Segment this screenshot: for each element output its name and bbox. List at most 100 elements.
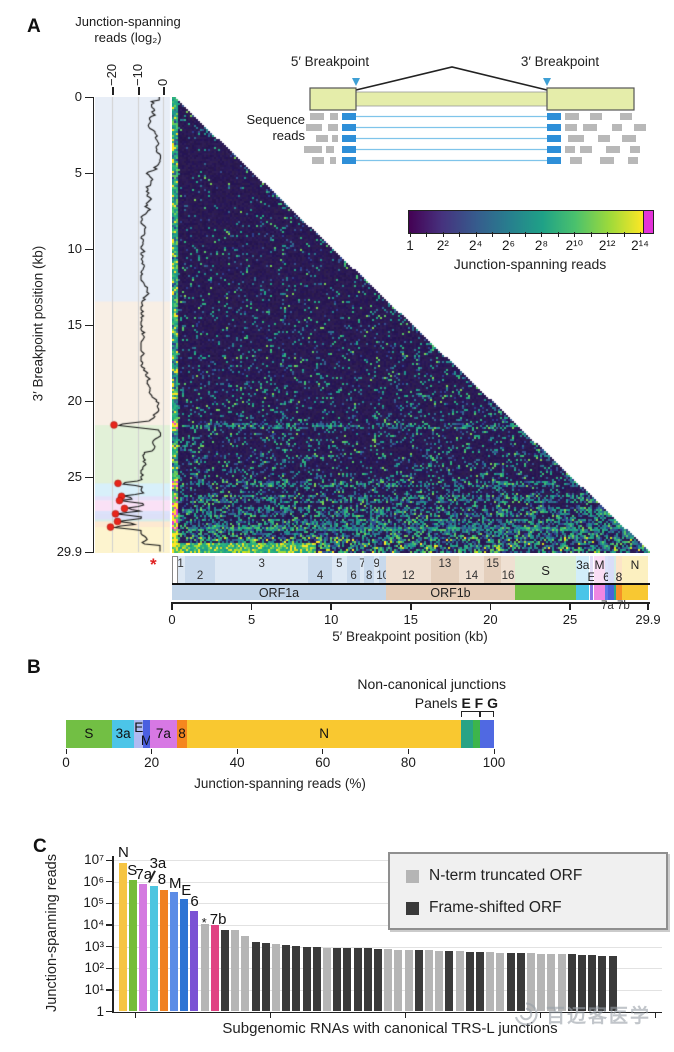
legend-label-frameshift: Frame-shifted ORF bbox=[429, 899, 562, 916]
c-bar-label-*: * bbox=[201, 914, 207, 930]
a-y-tick-label: 10 bbox=[67, 241, 82, 257]
junction-chevron-line bbox=[355, 66, 548, 91]
a-x-tick bbox=[171, 602, 173, 610]
b-segment-M bbox=[143, 720, 150, 748]
a-x-tick-label: 25 bbox=[562, 612, 578, 627]
c-bar bbox=[527, 953, 535, 1012]
watermark-text: 百迈客医学 bbox=[546, 1005, 652, 1027]
b-x-axis-title: Junction-spanning reads (%) bbox=[194, 776, 366, 791]
b-segment-noncanonical bbox=[461, 720, 474, 748]
c-bar bbox=[414, 950, 423, 1012]
a-x-tick bbox=[330, 602, 332, 610]
c-bar bbox=[221, 929, 229, 1012]
gene-label: 6 bbox=[603, 570, 610, 584]
c-bar bbox=[384, 949, 393, 1012]
trace-tick-label: −10 bbox=[130, 63, 145, 86]
nsp-box bbox=[360, 556, 365, 583]
b-annotation-line1: Non-canonical junctions bbox=[357, 676, 506, 692]
c-bar bbox=[292, 946, 301, 1012]
c-y-tick-label: 10⁵ bbox=[83, 895, 104, 911]
c-legend: N-term truncated ORF Frame-shifted ORF bbox=[388, 852, 668, 930]
c-bar-label-M: M bbox=[169, 874, 182, 892]
legend-swatch-frameshift bbox=[406, 901, 419, 915]
b-segment-label: M bbox=[140, 733, 153, 748]
a-y-tick-label: 20 bbox=[67, 393, 82, 409]
a-x-tick bbox=[489, 602, 492, 610]
legend-swatch-truncated bbox=[406, 869, 419, 883]
c-bar bbox=[445, 951, 454, 1012]
trace-tick bbox=[138, 87, 140, 95]
c-bar bbox=[312, 947, 321, 1012]
c-bar bbox=[608, 956, 617, 1012]
nsp-box bbox=[385, 556, 431, 583]
nsp-box bbox=[484, 556, 501, 583]
c-y-axis-title: Junction-spanning reads bbox=[44, 854, 60, 1012]
b-x-tick bbox=[493, 749, 495, 754]
nsp-box bbox=[364, 556, 375, 583]
panel-a-letter: A bbox=[27, 16, 41, 37]
panel-c-letter: C bbox=[33, 836, 47, 857]
nsp-label: 6 bbox=[350, 570, 357, 582]
leader-asterisk: * bbox=[150, 555, 157, 574]
nsp-label: 7 bbox=[359, 558, 366, 570]
nsp-box bbox=[500, 556, 516, 583]
nsp-box bbox=[379, 556, 386, 583]
gene-light-box bbox=[515, 556, 577, 583]
gene-bar bbox=[589, 585, 594, 600]
nsp-box bbox=[459, 556, 485, 583]
nsp-label: 10 bbox=[376, 570, 389, 582]
c-y-tick bbox=[106, 967, 113, 969]
c-bar bbox=[537, 953, 546, 1012]
b-segment-label: S bbox=[84, 726, 94, 741]
c-bar-N bbox=[119, 863, 127, 1012]
c-bar bbox=[404, 949, 413, 1012]
nsp-box bbox=[184, 556, 216, 583]
b-segment-label: 8 bbox=[178, 726, 186, 741]
c-y-tick bbox=[106, 924, 113, 926]
a-x-tick bbox=[250, 602, 253, 610]
c-bar-label-7a: 7a bbox=[135, 865, 153, 883]
c-x-tick bbox=[135, 1013, 137, 1018]
c-bar bbox=[363, 948, 372, 1012]
c-y-tick-label: 1 bbox=[96, 1003, 104, 1019]
b-annotation-panels-prefix: Panels bbox=[414, 695, 462, 711]
gene-label: S bbox=[541, 563, 550, 578]
b-x-tick bbox=[236, 749, 238, 754]
c-bar bbox=[272, 944, 280, 1012]
orf-bar bbox=[385, 585, 516, 600]
nsp-box bbox=[331, 556, 347, 583]
b-segment-N bbox=[187, 720, 462, 748]
b-noncanonical-bracket bbox=[480, 711, 494, 717]
leader-box bbox=[172, 556, 179, 585]
inset-5prime-label: 5′ Breakpoint bbox=[290, 54, 370, 69]
orf-bar-label: ORF1b bbox=[430, 586, 471, 600]
nsp-label: 5 bbox=[336, 558, 343, 570]
nsp-box bbox=[346, 556, 361, 583]
gene-light-box bbox=[622, 556, 648, 583]
nsp-label: 16 bbox=[501, 570, 515, 582]
c-y-axis-line bbox=[112, 856, 114, 1012]
c-bar-M bbox=[170, 891, 178, 1012]
c-bar bbox=[476, 952, 484, 1012]
breakpoint-heatmap bbox=[172, 97, 650, 553]
gene-bar bbox=[622, 585, 648, 600]
c-bar-label-8: 8 bbox=[157, 871, 167, 889]
c-bar-3a bbox=[149, 885, 158, 1012]
b-segment-7a bbox=[149, 720, 177, 748]
c-y-tick-label: 10³ bbox=[84, 938, 104, 954]
a-y-tick bbox=[85, 476, 93, 479]
c-y-tick-label: 10⁴ bbox=[83, 916, 104, 932]
trace-tick-label: −20 bbox=[104, 63, 119, 86]
gene-light-box bbox=[605, 556, 609, 583]
c-x-tick bbox=[405, 1013, 407, 1018]
c-y-tick bbox=[106, 1011, 113, 1013]
a-x-tick-label: 5 bbox=[247, 612, 256, 627]
c-bar bbox=[598, 955, 607, 1012]
a-x-tick bbox=[410, 602, 412, 610]
trace-tick-label: 0 bbox=[155, 78, 170, 86]
a-y-tick-label: 15 bbox=[67, 317, 82, 333]
b-x-tick-label: 40 bbox=[229, 755, 245, 770]
a-y-tick-label: 25 bbox=[67, 469, 82, 485]
b-annotation-panels-bold: E F G bbox=[461, 695, 498, 711]
b-x-tick-label: 60 bbox=[315, 755, 331, 770]
